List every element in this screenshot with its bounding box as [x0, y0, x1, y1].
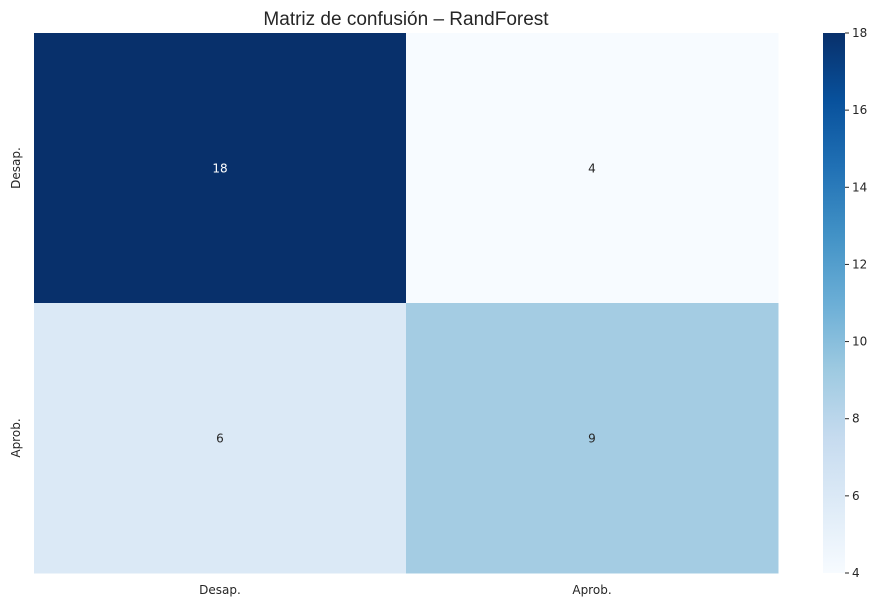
- y-tick-label: Desap.: [9, 147, 23, 189]
- heatmap-cell: [34, 33, 407, 304]
- colorbar-tick-label: 6: [852, 489, 860, 503]
- y-tick-label: Aprob.: [9, 418, 23, 457]
- colorbar-tick-label: 18: [852, 26, 867, 40]
- cell-value-label: 9: [588, 432, 596, 446]
- colorbar-tick-label: 10: [852, 335, 867, 349]
- heatmap-cell: [406, 33, 779, 304]
- cell-value-label: 4: [588, 162, 596, 176]
- cell-value-label: 6: [216, 432, 224, 446]
- x-tick-label: Aprob.: [572, 583, 611, 597]
- colorbar-tick-label: 12: [852, 257, 867, 271]
- heatmap-cell: [406, 303, 779, 574]
- colorbar-tick-label: 16: [852, 103, 867, 117]
- x-tick-label: Desap.: [199, 583, 241, 597]
- cell-value-label: 18: [212, 162, 227, 176]
- colorbar-tick-label: 4: [852, 566, 860, 580]
- colorbar-tick-label: 14: [852, 180, 867, 194]
- chart-title: Matriz de confusión – RandForest: [263, 9, 549, 30]
- colorbar: [823, 33, 845, 573]
- colorbar-tick-label: 8: [852, 412, 860, 426]
- heatmap-cell: [34, 303, 407, 574]
